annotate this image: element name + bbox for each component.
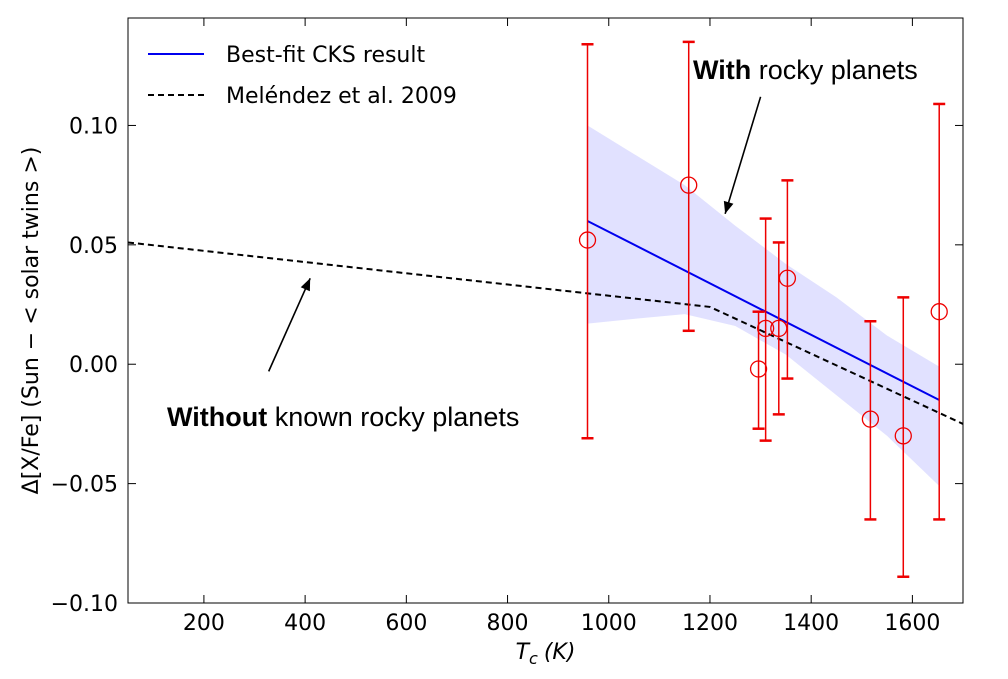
x-tick-label: 1200	[682, 611, 738, 636]
x-axis-unit: (K)	[544, 640, 576, 665]
data-point-6	[778, 179, 797, 380]
legend: Best-fit CKS result Meléndez et al. 2009	[148, 43, 457, 109]
annotation-bold: With	[693, 55, 751, 85]
marker	[756, 319, 775, 338]
annotation-arrowhead-2	[300, 278, 311, 292]
x-axis-subscript: c	[529, 649, 538, 668]
data-point-4	[756, 217, 775, 442]
annotation-rest: known rocky planets	[267, 402, 519, 432]
annotation-1: With rocky planets	[693, 55, 918, 85]
y-tick-label: 0.05	[69, 234, 118, 259]
data-point-8	[894, 296, 912, 578]
legend-melendez-label: Meléndez et al. 2009	[226, 84, 457, 109]
data-point-7	[861, 319, 880, 521]
data-point-1	[578, 43, 597, 440]
y-tick-label: −0.05	[51, 473, 118, 498]
y-tick-label: −0.10	[51, 592, 118, 617]
annotations-layer: With rocky planets Without known rocky pl…	[167, 55, 918, 432]
marker	[578, 231, 597, 249]
confidence-band-layer	[587, 125, 940, 487]
marker	[861, 410, 880, 428]
annotation-bold: Without	[167, 402, 267, 432]
data-points-layer	[578, 40, 948, 578]
data-point-9	[930, 102, 948, 521]
x-tick-label: 200	[183, 611, 225, 636]
plot-frame	[127, 17, 964, 604]
marker	[930, 303, 948, 321]
x-tick-label: 600	[385, 611, 427, 636]
annotation-arrow-2	[267, 277, 311, 372]
x-tick-label: 1000	[581, 611, 637, 636]
marker	[894, 427, 912, 445]
marker	[680, 176, 698, 194]
y-axis-title: Δ[X/Fe] (Sun − < solar twins >)	[19, 147, 44, 495]
confidence-band	[587, 125, 940, 487]
y-tick-label: 0.00	[69, 353, 118, 378]
x-axis-symbol: T	[516, 640, 531, 665]
melendez-line	[127, 241, 964, 425]
annotation-arrowhead-1	[723, 200, 734, 214]
x-tick-label: 800	[487, 611, 529, 636]
axis-labels-layer: Tc (K) Δ[X/Fe] (Sun − < solar twins >)	[19, 147, 575, 668]
y-tick-label: 0.10	[69, 114, 118, 139]
annotation-2: Without known rocky planets	[167, 402, 519, 432]
annotation-rest: rocky planets	[751, 55, 918, 85]
marker	[778, 269, 797, 287]
annotation-arrow-1	[724, 96, 762, 215]
data-point-2	[680, 40, 698, 333]
axis-ticks-layer: 200 400 600 800 1000 1200 1400 1600 −0.10 −0.05 0.…	[51, 18, 963, 636]
x-axis-title: Tc (K)	[516, 640, 576, 668]
x-tick-label: 400	[284, 611, 326, 636]
x-tick-label: 1400	[783, 611, 839, 636]
x-tick-label: 1600	[884, 611, 940, 636]
marker	[749, 360, 768, 378]
legend-best-fit-label: Best-fit CKS result	[226, 43, 425, 68]
